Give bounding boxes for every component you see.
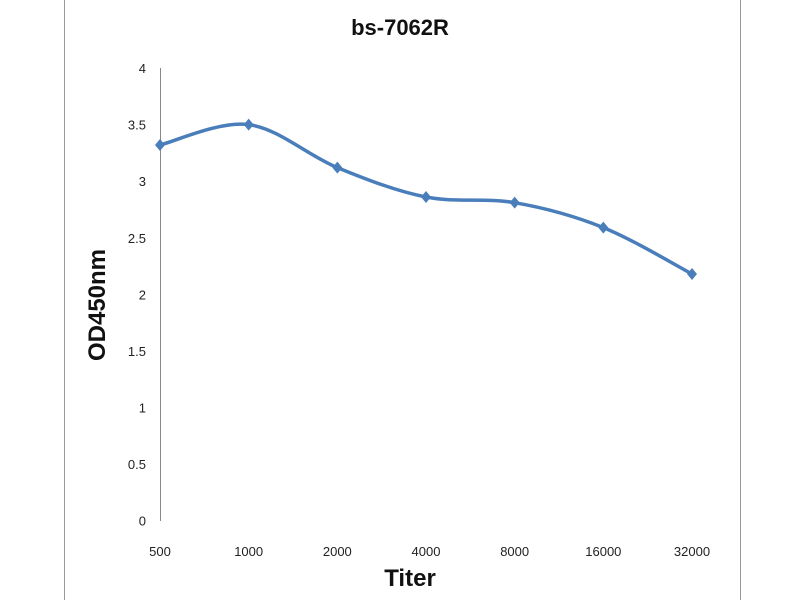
x-tick-label: 1000 xyxy=(234,544,263,559)
x-tick-label: 4000 xyxy=(412,544,441,559)
y-tick-label: 3.5 xyxy=(128,118,146,133)
data-point-marker xyxy=(598,221,609,234)
y-tick-label: 0.5 xyxy=(128,457,146,472)
y-tick-label: 1.5 xyxy=(128,344,146,359)
y-tick-label: 1 xyxy=(139,401,146,416)
y-tick-label: 3 xyxy=(139,174,146,189)
data-point-marker xyxy=(687,267,697,280)
data-point-marker xyxy=(243,118,254,131)
chart-title: bs-7062R xyxy=(351,15,449,40)
data-point-marker xyxy=(155,138,165,151)
data-point-marker xyxy=(509,196,520,209)
y-tick-label: 0 xyxy=(139,514,146,529)
x-tick-label: 2000 xyxy=(323,544,352,559)
x-tick-label: 8000 xyxy=(500,544,529,559)
data-point-marker xyxy=(421,191,431,204)
x-tick-label: 500 xyxy=(149,544,171,559)
x-tick-label: 16000 xyxy=(585,544,621,559)
x-tick-label: 32000 xyxy=(674,544,710,559)
data-point-marker xyxy=(332,161,343,174)
y-tick-label: 2.5 xyxy=(128,231,146,246)
y-tick-label: 2 xyxy=(139,287,146,302)
y-axis-label: OD450nm xyxy=(84,249,111,361)
y-tick-label: 4 xyxy=(139,61,146,76)
x-axis-label: Titer xyxy=(384,565,436,592)
